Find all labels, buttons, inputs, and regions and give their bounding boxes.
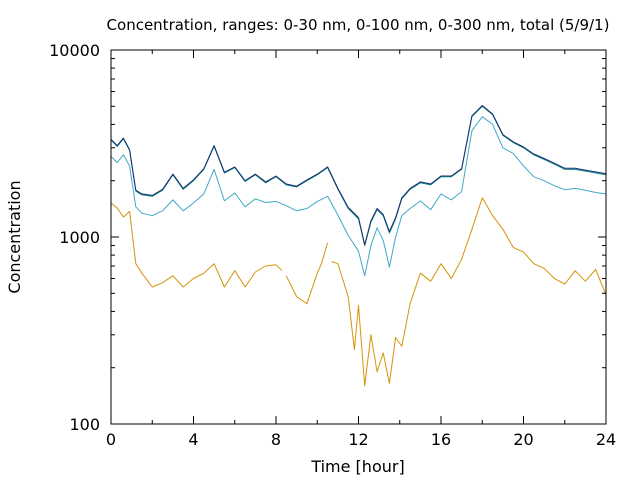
- x-tick-label: 24: [596, 430, 616, 449]
- x-tick-label: 12: [348, 430, 368, 449]
- x-tick-label: 4: [188, 430, 198, 449]
- y-axis-title: Concentration: [5, 180, 24, 293]
- x-tick-label: 8: [271, 430, 281, 449]
- plot-frame: [110, 49, 607, 425]
- x-tick-label: 0: [106, 430, 116, 449]
- x-axis-title: Time [hour]: [310, 457, 404, 476]
- chart-title: Concentration, ranges: 0-30 nm, 0-100 nm…: [107, 16, 610, 34]
- tick-label-layer: 0 4 8 12 16 20 24 100 1000 10000: [49, 41, 616, 449]
- y-tick-label: 10000: [49, 41, 100, 60]
- y-tick-label: 1000: [59, 228, 100, 247]
- x-tick-label: 16: [431, 430, 451, 449]
- series-line-2: [110, 116, 607, 277]
- y-tick-label: 100: [69, 415, 100, 434]
- series-line-1: [110, 197, 607, 387]
- series-line-4: [110, 105, 607, 246]
- series-layer: [110, 105, 607, 387]
- x-tick-label: 20: [513, 430, 533, 449]
